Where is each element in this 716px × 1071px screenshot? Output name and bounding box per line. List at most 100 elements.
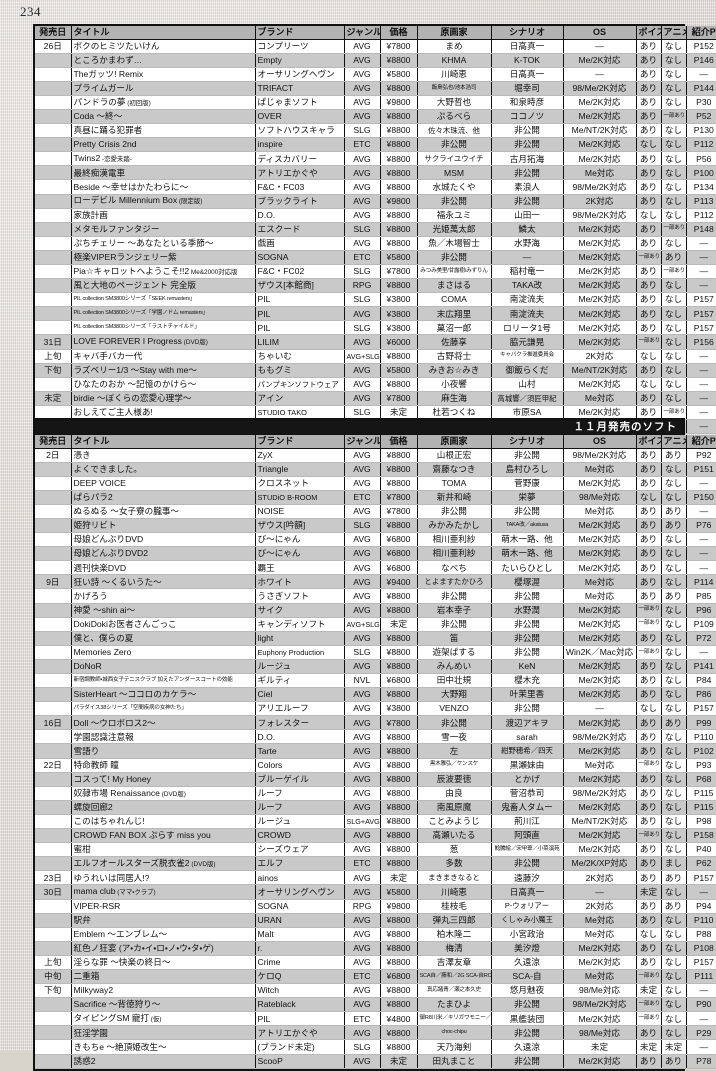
cell-brand: アトリエかぐや [255,165,345,181]
cell-price: ¥8800 [380,659,418,675]
cell-brand: r. [255,941,345,956]
cell-genre: AVG [344,842,381,858]
cell-title: エルフオールスターズ脱衣雀2 (DVD版) [71,856,256,872]
cell-anime: なし [661,560,687,576]
cell-page: — [686,532,716,548]
cell-anime: あり [661,588,687,604]
cell-brand: F&C・FC02 [255,264,345,280]
cell-page: — [686,419,716,435]
cell-title: 憑き [71,447,256,463]
cell-date [35,151,72,167]
cell-brand: URAN [255,913,345,928]
cell-os: Me対応 [563,968,637,985]
cell-author: ぷるべら [417,109,492,125]
cell-author: みきお☆みき [417,362,492,378]
cell-brand: ももグミ [255,362,345,378]
cell-scenario: 水野潤 [491,603,564,618]
cell-brand: STUDiO B-ROOM [255,490,345,505]
cell-price: ¥7800 [380,715,418,731]
cell-voice: あり [636,729,662,745]
cell-os: Me対応 [563,165,637,181]
cell-brand: アリエルーフ [255,701,345,717]
cell-author: 非公開 [417,715,492,731]
cell-title: 蜜柑 [71,842,256,858]
cell-author: 非公開 [417,504,492,519]
title-text: PIL collection SM3800シリーズ「SEEK remasters… [73,295,196,302]
cell-voice: あり [636,560,662,576]
cell-author: 光姫萬太郎 [417,222,492,237]
table-row: 中旬 二重箱 ケロQ ETC ¥6800 SCA自／藤和／2G SCA-自ROS SCA-自… [35,968,716,985]
cell-date: 23日 [35,870,72,886]
cell-anime: なし [661,462,687,477]
cell-anime: なし [661,377,687,392]
cell-brand: Rateblack [255,997,345,1013]
cell-os: Me/2K対応 [563,53,637,68]
cell-scenario: 非公開 [491,1025,564,1041]
cell-author: 岩本幸子 [417,603,492,618]
col-header-anime: アニメ [661,435,687,449]
cell-price: ¥8800 [380,645,418,660]
cell-scenario: 水野海 [491,236,564,251]
cell-title: 僕と、僕らの夏 [71,631,256,646]
cell-voice: あり [636,870,662,886]
cell-anime: なし [661,913,687,928]
cell-page: P110 [686,913,716,928]
cell-price: ¥8800 [380,588,418,604]
cell-page: P114 [686,574,716,590]
title-subnote: (初回版) [125,99,151,107]
cell-date [35,631,72,646]
cell-title: ぷちチェリー ～あなたといる季節～ [71,236,256,251]
title-text: Milkyway2 [73,985,114,996]
cell-os: 98/Me/2K対応 [563,729,637,745]
cell-genre: NVL [344,673,381,689]
cell-scenario: 黒艦装団 [491,1011,564,1027]
cell-date [35,320,72,336]
cell-os: Me/2K対応 [563,292,637,308]
cell-price: ¥8800 [380,687,418,703]
cell-genre: AVG [344,236,381,251]
cell-scenario: KeN [491,659,564,675]
cell-scenario: 鱗太 [491,222,564,237]
cell-brand: コンプリーツ [255,38,345,54]
cell-anime: なし [661,334,687,350]
cell-genre: AVG [344,38,381,54]
title-text: mama club [73,886,116,897]
table-row: 週刊快楽DVD 覇王 AVG ¥6800 なべち たいらひとし Me/2K対応 あり なし — [35,560,716,576]
title-text: Doll ～ウロボロス2～ [73,717,156,728]
cell-date: 22日 [35,757,72,773]
cell-date: 上旬 [35,954,72,970]
cell-title: 風と大地のページェント 完全版 [71,278,256,294]
cell-title: 家族計画 [71,208,256,223]
cell-price: 未定 [380,617,418,632]
title-text: パラダイス38シリーズ「空間疾病の女神たち」 [73,704,187,711]
cell-price: ¥5800 [380,250,418,266]
header-row: 発売日 タイトル ブランド ジャンル 価格 原画家 シナリオ OS ボイス アニ… [35,435,716,449]
table-row: Emblem ～エンブレム～ Malt AVG ¥8800 柏木隆二 小宮政治 Me対応 なし… [35,927,716,942]
cell-title: 神愛 ～shin ai～ [71,603,256,618]
cell-voice: なし [636,927,662,942]
cell-scenario: 日高真一 [491,67,564,82]
cell-scenario: K-TOK [491,53,564,68]
cell-voice: なし [636,701,662,717]
cell-title: ぬるぬる ～女子寮の朧事～ [71,504,256,519]
cell-voice: あり [636,151,662,167]
col-header-price: 価格 [380,26,418,40]
cell-page: P141 [686,659,716,675]
cell-title: キャバ手バカ一代 [71,348,256,364]
table-row: 姫狩リビト ザウス[吟額] SLG ¥8800 みかみたかし TAKA改／akatusa M… [35,518,716,534]
cell-page: P130 [686,123,716,139]
cell-title: mama club (ママ・クラブ) [71,884,256,900]
cell-page: — [686,983,716,999]
cell-page: P30 [686,95,716,110]
cell-os: Me/2K対応 [563,603,637,618]
title-text: ローデビル Millennium Box [73,195,178,206]
cell-scenario: 栄夢 [491,490,564,505]
title-text: 学園認識注意報 [73,731,134,742]
cell-price: ¥5800 [380,67,418,82]
cell-os: Me/2K対応 [563,95,637,110]
cell-scenario: 堀幸司 [491,81,564,96]
cell-price: ¥8800 [380,786,418,801]
cell-author: 柏木隆二 [417,927,492,942]
cell-price: ¥6800 [380,673,418,689]
cell-os: Me/2K対応 [563,532,637,548]
